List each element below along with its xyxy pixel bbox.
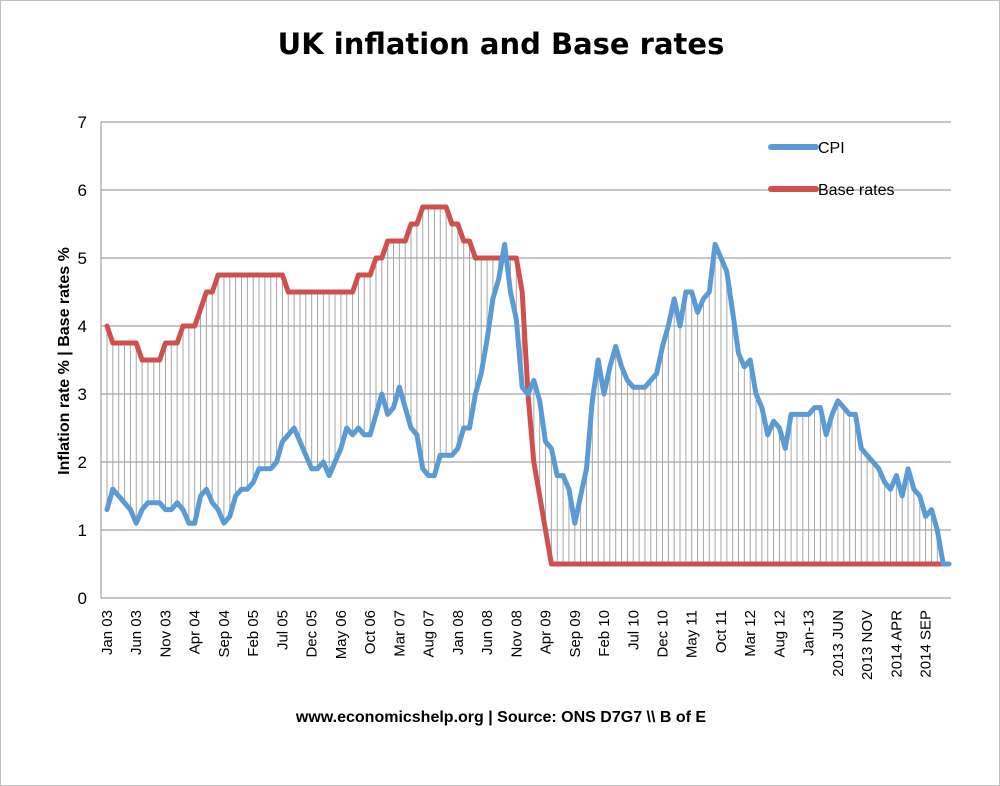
source-note: www.economicshelp.org | Source: ONS D7G7… — [295, 709, 707, 726]
drop-lines — [106, 207, 938, 564]
legend: CPI Base rates — [768, 140, 894, 199]
x-tick-label: May 11 — [684, 610, 701, 658]
x-tick-label: Oct 06 — [362, 610, 379, 654]
x-tick-label: Jun 08 — [479, 610, 496, 655]
x-tick-label: Jan 08 — [450, 610, 467, 655]
x-tick-label: Aug 12 — [771, 610, 788, 658]
y-tick-label: 1 — [78, 521, 87, 540]
x-tick-label: 2014 APR — [888, 610, 905, 678]
x-tick-label: 2014 SEP — [918, 610, 935, 678]
x-tick-label: Dec 05 — [304, 610, 321, 658]
x-tick-label: Mar 12 — [742, 610, 759, 657]
x-tick-label: Jul 10 — [625, 610, 642, 650]
y-tick-label: 0 — [78, 589, 87, 608]
x-tick-label: Sep 09 — [567, 610, 584, 658]
y-tick-label: 6 — [78, 181, 87, 200]
series-layer — [104, 204, 952, 567]
x-tick-label: Jan 03 — [99, 610, 116, 655]
x-tick-label: Jan-13 — [801, 610, 818, 656]
series-line-cpi — [104, 241, 952, 567]
y-tick-label: 4 — [78, 317, 87, 336]
x-tick-label: Feb 05 — [245, 610, 262, 657]
x-tick-label: Oct 11 — [713, 610, 730, 653]
y-tick-label: 3 — [78, 385, 87, 404]
x-tick-label: Jul 05 — [274, 610, 291, 650]
x-tick-label: Sep 04 — [216, 610, 233, 658]
x-tick-label: Apr 09 — [538, 610, 555, 654]
x-tick-label: 2013 JUN — [830, 610, 847, 677]
x-tick-label: Feb 10 — [596, 610, 613, 657]
axis-layer: 0 1 2 3 4 5 6 7 Jan 03 Jun 03 Nov 03 Apr 04 Sep 04 Fe… — [78, 113, 951, 680]
legend-cpi-label: CPI — [818, 140, 845, 157]
chart-title: UK inflation and Base rates — [277, 27, 725, 61]
y-tick-label: 2 — [78, 453, 87, 472]
x-tick-label: Nov 08 — [508, 610, 525, 658]
legend-base-label: Base rates — [818, 182, 894, 199]
y-axis-title: Inflation rate % | Base rates % — [56, 247, 73, 475]
x-tick-label: Aug 07 — [421, 610, 438, 658]
x-tick-label: May 06 — [333, 610, 350, 659]
x-tick-label: Nov 03 — [158, 610, 175, 658]
x-tick-label: Jun 03 — [128, 610, 145, 655]
x-tick-label: 2013 NOV — [859, 610, 876, 680]
x-tick-label: Apr 04 — [187, 610, 204, 654]
x-tick-label: Mar 07 — [391, 610, 408, 657]
x-tick-label: Dec 10 — [655, 610, 672, 658]
y-tick-label: 7 — [78, 113, 87, 132]
y-tick-label: 5 — [78, 249, 87, 268]
